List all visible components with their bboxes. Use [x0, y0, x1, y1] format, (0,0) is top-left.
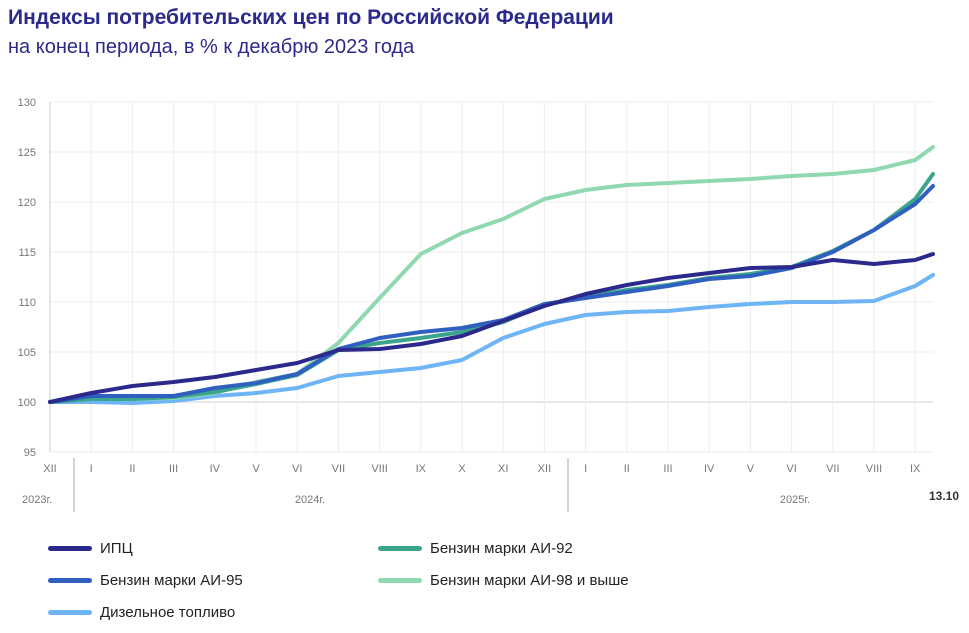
x-tick-label: XI	[498, 463, 508, 475]
legend-swatch	[378, 546, 422, 551]
x-tick-label: VIII	[866, 463, 883, 475]
legend-label: Дизельное топливо	[100, 604, 236, 621]
x-tick-label: IX	[416, 463, 427, 475]
legend-label: ИПЦ	[100, 540, 133, 557]
x-tick-label: XII	[43, 463, 56, 475]
y-tick-label: 130	[18, 97, 36, 109]
y-tick-label: 120	[18, 197, 36, 209]
x-tick-label: XII	[538, 463, 551, 475]
legend-item: Бензин марки АИ-92	[378, 540, 573, 557]
x-tick-label: VII	[826, 463, 839, 475]
y-tick-label: 95	[24, 447, 36, 459]
legend-item: ИПЦ	[48, 540, 133, 557]
year-label: 2024г.	[295, 494, 325, 506]
chart-subtitle: на конец периода, в % к декабрю 2023 год…	[8, 36, 415, 58]
legend-label: Бензин марки АИ-92	[430, 540, 573, 557]
legend-swatch	[378, 578, 422, 583]
x-tick-label: V	[747, 463, 755, 475]
series-line-1	[48, 172, 935, 404]
series-line-2	[48, 184, 935, 404]
x-tick-label: IX	[910, 463, 921, 475]
legend-label: Бензин марки АИ-95	[100, 572, 243, 589]
x-tick-label: V	[252, 463, 260, 475]
x-tick-label: II	[624, 463, 630, 475]
series-line-4	[48, 273, 935, 405]
x-tick-label: IV	[210, 463, 221, 475]
series-line-0	[48, 252, 935, 404]
y-tick-label: 110	[18, 297, 36, 309]
x-tick-label: I	[90, 463, 93, 475]
legend-swatch	[48, 578, 92, 583]
x-tick-label: VII	[332, 463, 345, 475]
y-tick-label: 115	[18, 247, 36, 259]
x-tick-label: III	[169, 463, 178, 475]
series-line-3	[48, 145, 935, 404]
y-tick-label: 105	[18, 347, 36, 359]
legend-swatch	[48, 546, 92, 551]
year-label: 2023г.	[22, 494, 52, 506]
x-tick-label: X	[458, 463, 466, 475]
year-label: 2025г.	[780, 494, 810, 506]
legend-item: Бензин марки АИ-95	[48, 572, 243, 589]
x-tick-label: IV	[704, 463, 715, 475]
last-point-label: 13.10	[929, 489, 959, 503]
y-tick-label: 125	[18, 147, 36, 159]
legend-swatch	[48, 610, 92, 615]
legend-label: Бензин марки АИ-98 и выше	[430, 572, 629, 589]
y-tick-label: 100	[18, 397, 36, 409]
legend-item: Дизельное топливо	[48, 604, 235, 621]
x-tick-label: VIII	[371, 463, 388, 475]
x-tick-label: II	[129, 463, 135, 475]
x-tick-label: VI	[786, 463, 796, 475]
chart-title: Индексы потребительских цен по Российско…	[8, 6, 614, 29]
x-tick-label: I	[584, 463, 587, 475]
x-tick-label: VI	[292, 463, 302, 475]
x-tick-label: III	[663, 463, 672, 475]
legend-item: Бензин марки АИ-98 и выше	[378, 572, 629, 589]
